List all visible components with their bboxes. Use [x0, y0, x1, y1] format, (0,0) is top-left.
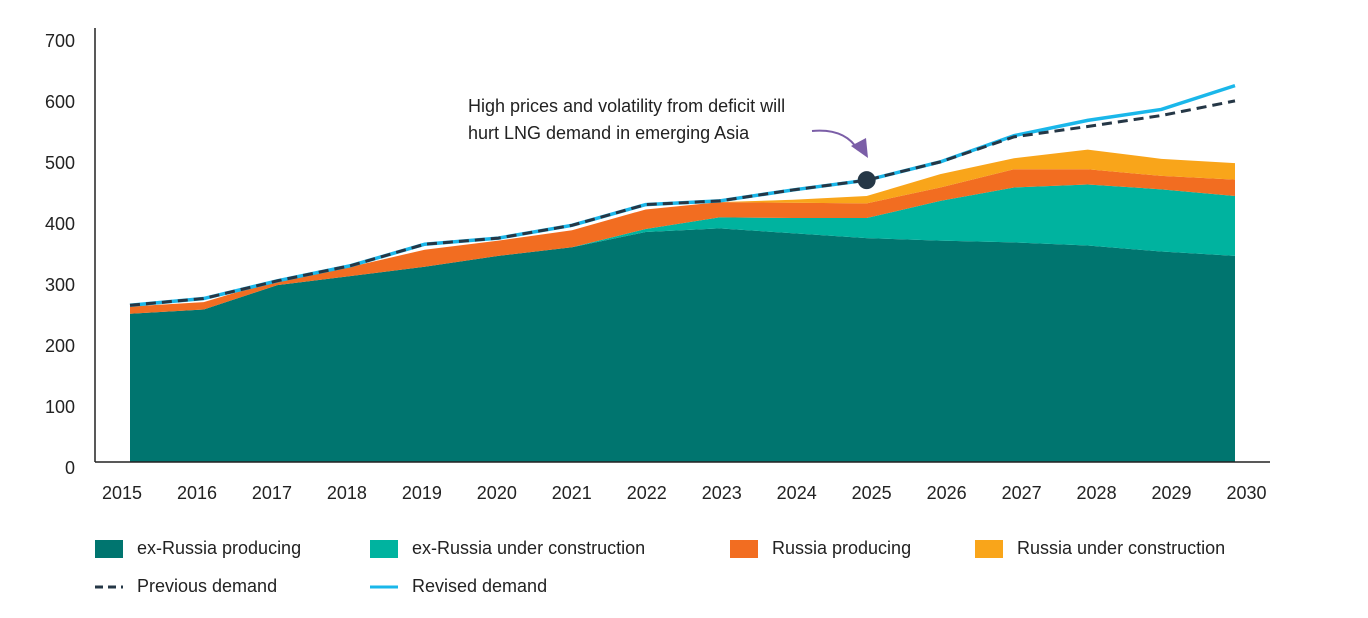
x-tick-label: 2017 — [252, 483, 292, 503]
annotation-marker — [857, 171, 876, 190]
x-tick-label: 2020 — [477, 483, 517, 503]
area — [130, 184, 1235, 314]
y-tick-label: 600 — [45, 92, 75, 112]
y-tick-label: 200 — [45, 336, 75, 356]
x-tick-label: 2024 — [777, 483, 817, 503]
area — [130, 149, 1235, 307]
legend-swatch — [730, 540, 758, 558]
y-tick-label: 100 — [45, 397, 75, 417]
legend-label: Russia under construction — [1017, 538, 1225, 558]
legend-swatch — [95, 540, 123, 558]
legend-label: Russia producing — [772, 538, 911, 558]
y-tick-label: 400 — [45, 214, 75, 234]
legend-swatch — [370, 540, 398, 558]
x-tick-label: 2022 — [627, 483, 667, 503]
legend-swatch — [975, 540, 1003, 558]
y-tick-label: 500 — [45, 153, 75, 173]
x-tick-label: 2028 — [1077, 483, 1117, 503]
x-tick-label: 2016 — [177, 483, 217, 503]
area — [130, 228, 1235, 462]
x-tick-label: 2025 — [852, 483, 892, 503]
annotation-text: High prices and volatility from deficit … — [468, 96, 785, 116]
legend-label: ex-Russia producing — [137, 538, 301, 558]
x-tick-label: 2015 — [102, 483, 142, 503]
annotation-text: hurt LNG demand in emerging Asia — [468, 123, 750, 143]
line — [129, 99, 1236, 307]
y-tick-label: 0 — [65, 458, 75, 478]
y-tick-label: 300 — [45, 275, 75, 295]
x-tick-label: 2023 — [702, 483, 742, 503]
x-tick-label: 2027 — [1002, 483, 1042, 503]
x-tick-label: 2018 — [327, 483, 367, 503]
area — [130, 169, 1235, 314]
x-tick-label: 2030 — [1226, 483, 1266, 503]
y-tick-label: 700 — [45, 31, 75, 51]
legend-label: ex-Russia under construction — [412, 538, 645, 558]
x-tick-label: 2026 — [927, 483, 967, 503]
x-tick-label: 2021 — [552, 483, 592, 503]
x-tick-label: 2019 — [402, 483, 442, 503]
annotation-arrowhead — [851, 138, 868, 158]
annotation-arrow — [811, 129, 859, 151]
x-tick-label: 2029 — [1152, 483, 1192, 503]
legend-label: Revised demand — [412, 576, 547, 596]
legend-label: Previous demand — [137, 576, 277, 596]
